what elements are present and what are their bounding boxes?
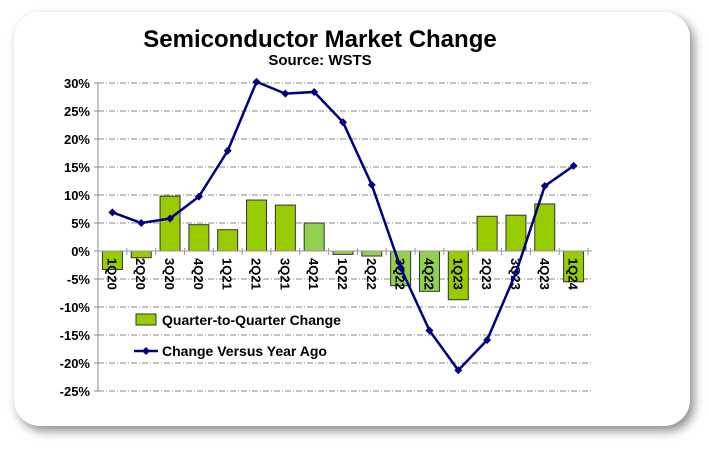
line-marker [166,214,175,223]
y-tick-label: 20% [64,132,90,147]
y-tick-label: -5% [67,272,91,287]
x-tick-label: 1Q24 [566,258,581,291]
legend-line-marker [142,347,150,355]
bar [332,250,354,255]
bar [246,199,268,252]
x-tick-label: 4Q23 [537,258,552,290]
x-tick-label: 1Q23 [450,258,465,290]
x-tick-label: 4Q21 [306,258,321,290]
chart-card [14,12,690,426]
line-marker [569,161,578,170]
y-tick-label: -25% [60,384,91,399]
y-tick-label: 15% [64,160,90,175]
y-tick-label: -15% [60,328,91,343]
y-tick-label: 10% [64,188,90,203]
x-tick-label: 4Q22 [421,258,436,290]
legend-label: Change Versus Year Ago [162,343,327,359]
line-marker [137,219,146,227]
bar [130,250,152,259]
y-tick-label: -10% [60,300,91,315]
bar [274,204,296,252]
line-marker [310,87,319,96]
y-tick-label: 5% [71,216,90,231]
line-marker [194,192,203,201]
x-tick-label: 2Q21 [249,258,264,290]
bar [188,224,210,252]
line-marker [108,208,117,217]
y-tick-label: -20% [60,356,91,371]
x-tick-label: 2Q22 [364,258,379,290]
line-marker [367,180,376,189]
line-marker [281,89,290,98]
line-marker [511,268,520,277]
x-tick-label: 3Q21 [277,258,292,290]
y-tick-label: 0% [71,244,90,259]
line-marker [425,326,434,335]
x-tick-label: 2Q20 [133,258,148,290]
bar [217,229,239,252]
x-tick-label: 2Q23 [479,258,494,290]
bar [505,214,527,252]
x-tick-label: 1Q22 [335,258,350,290]
y-tick-label: 25% [64,104,90,119]
line-marker [540,182,549,191]
x-tick-label: 1Q20 [104,258,119,290]
legend-label: Quarter-to-Quarter Change [162,312,341,328]
bar [159,195,181,252]
line-marker [396,263,405,272]
line-marker [454,366,463,375]
chart-title: Semiconductor Market Change [143,26,497,53]
line-marker [223,146,232,155]
legend-bar-swatch [135,313,157,326]
bar [361,250,383,257]
x-tick-label: 4Q20 [191,258,206,290]
line-marker [339,118,347,127]
bar [476,215,498,252]
bar [303,222,325,252]
x-tick-label: 3Q20 [162,258,177,290]
y-tick-label: 30% [64,76,90,91]
chart-subtitle: Source: WSTS [268,52,372,69]
line-marker [483,336,492,345]
x-tick-label: 1Q21 [220,258,235,290]
line-marker [252,77,261,86]
x-tick-label: 3Q22 [393,258,408,290]
